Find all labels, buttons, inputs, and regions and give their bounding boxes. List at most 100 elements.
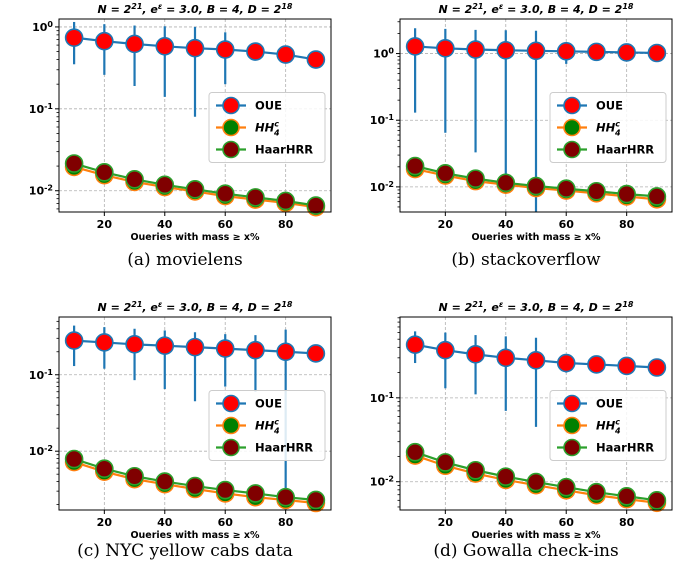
data-point	[215, 480, 235, 500]
data-point	[526, 176, 546, 196]
data-point	[246, 42, 265, 61]
data-point	[436, 38, 455, 58]
x-tick-label: 80	[278, 218, 294, 231]
data-point	[466, 460, 485, 480]
y-tick-label: 10-1	[29, 101, 54, 116]
legend: OUE HHc 4 HaarHRR	[549, 390, 667, 461]
legend-label: HHc 4	[255, 120, 280, 138]
x-tick-label: 80	[278, 516, 294, 529]
legend-label: OUE	[596, 99, 623, 113]
legend: OUE HHc 4 HaarHRR	[208, 390, 326, 461]
legend-label: HaarHRR	[596, 143, 654, 157]
x-tick-label: 20	[97, 218, 113, 231]
data-point	[526, 472, 546, 492]
legend-label: HaarHRR	[596, 441, 654, 455]
data-point	[215, 184, 235, 204]
legend-label: HHc 4	[596, 120, 621, 138]
chart-title: N = 221, eε = 3.0, B = 4, D = 218	[439, 300, 634, 315]
legend-marker	[563, 118, 581, 137]
y-tick-label: 10-1	[370, 113, 395, 128]
chart-panel-4: N = 221, eε = 3.0, B = 4, D = 218 20 40 60 8…	[370, 300, 673, 561]
chart-title: N = 221, eε = 3.0, B = 4, D = 218	[98, 2, 293, 17]
y-tick-label: 10-2	[370, 474, 394, 489]
x-tick-label: 20	[97, 516, 113, 529]
data-point	[496, 173, 516, 193]
x-tick-label: 60	[218, 218, 234, 231]
y-tick-label: 10-2	[29, 444, 53, 459]
legend-label: HaarHRR	[255, 441, 313, 455]
data-point	[215, 40, 235, 59]
x-axis-label: Oueries with mass ≥ x%	[130, 232, 260, 243]
data-point	[155, 336, 175, 356]
x-axis-label: Oueries with mass ≥ x%	[471, 232, 601, 243]
data-point	[436, 163, 455, 183]
legend-marker	[222, 118, 240, 137]
y-tick-label: 10-2	[370, 179, 394, 194]
data-point	[155, 472, 175, 491]
axes-frame	[399, 18, 673, 213]
legend-label: HHc 4	[596, 418, 621, 436]
data-point	[95, 162, 114, 182]
legend: OUE HHc 4 HaarHRR	[549, 92, 667, 163]
data-point	[647, 43, 667, 63]
x-tick-label: 60	[218, 516, 234, 529]
x-axis-label: Oueries with mass ≥ x%	[471, 530, 601, 541]
data-point	[95, 31, 114, 51]
data-point	[276, 45, 295, 64]
data-point	[185, 180, 205, 199]
chart-panel-1: N = 221, eε = 3.0, B = 4, D = 218 20 40 60 8…	[29, 2, 332, 270]
data-point	[405, 37, 425, 56]
data-point	[587, 482, 606, 502]
data-point	[556, 353, 576, 373]
data-point	[125, 169, 144, 189]
legend-marker	[563, 416, 581, 435]
data-point	[95, 459, 114, 479]
data-point	[587, 181, 606, 201]
axes-frame	[58, 18, 332, 213]
data-point	[466, 40, 485, 59]
legend-marker	[222, 96, 240, 115]
legend-label: OUE	[596, 397, 623, 411]
data-point	[617, 43, 636, 62]
legend-marker	[563, 140, 581, 159]
legend-label: HHc 4	[255, 418, 280, 436]
data-point	[276, 342, 295, 362]
axes-frame	[58, 316, 332, 511]
chart-title: N = 221, eε = 3.0, B = 4, D = 218	[439, 2, 634, 17]
y-tick-label: 100	[373, 46, 394, 61]
data-point	[155, 37, 175, 56]
data-point	[587, 355, 606, 374]
data-point	[556, 42, 576, 61]
data-point	[215, 339, 235, 358]
subfigure-caption: (b) stackoverflow	[451, 250, 601, 270]
data-point	[496, 467, 516, 486]
data-point	[526, 41, 546, 61]
legend-label: OUE	[255, 397, 282, 411]
chart-panel-2: N = 221, eε = 3.0, B = 4, D = 218 20 40 60 8…	[370, 2, 673, 270]
data-point	[276, 191, 295, 211]
legend-marker	[563, 394, 581, 413]
data-point	[64, 154, 84, 173]
legend-marker	[222, 394, 240, 413]
data-point	[436, 340, 455, 360]
legend-marker	[222, 438, 240, 457]
data-point	[405, 335, 425, 355]
x-axis-label: Oueries with mass ≥ x%	[130, 530, 260, 541]
legend-marker	[222, 416, 240, 435]
data-point	[185, 476, 205, 496]
legend-marker	[563, 438, 581, 457]
data-point	[466, 345, 485, 364]
x-tick-label: 80	[619, 218, 635, 231]
data-point	[64, 449, 84, 469]
x-tick-label: 40	[498, 218, 514, 231]
chart-panel-3: N = 221, eε = 3.0, B = 4, D = 218 20 40 60 8…	[29, 300, 332, 561]
legend-marker	[563, 96, 581, 115]
data-point	[436, 453, 455, 472]
data-point	[125, 34, 144, 54]
legend-marker	[222, 140, 240, 159]
data-point	[556, 179, 576, 198]
data-point	[617, 487, 636, 506]
x-tick-label: 60	[559, 516, 575, 529]
data-point	[64, 331, 84, 350]
